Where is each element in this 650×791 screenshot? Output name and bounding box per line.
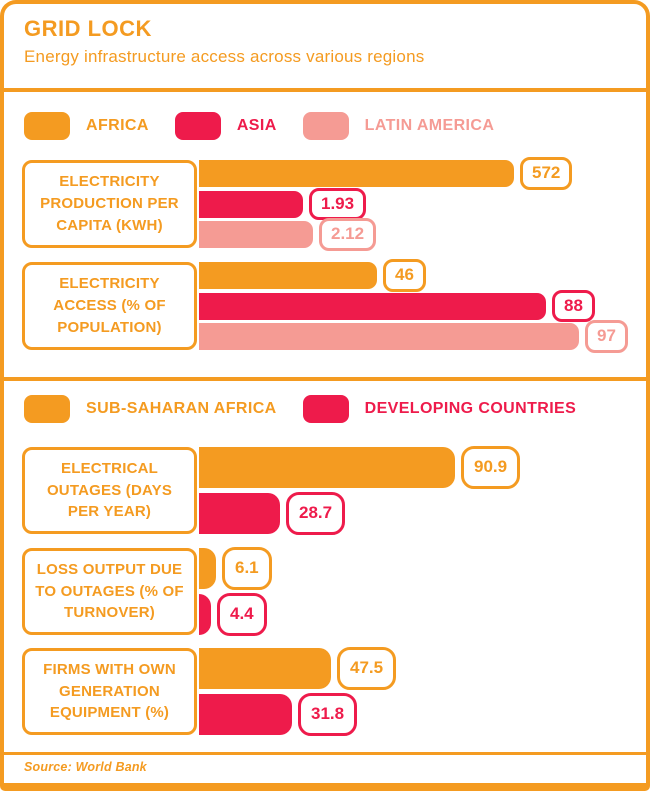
value-badge: 88: [552, 289, 595, 323]
group-own-generation: FIRMS WITH OWN GENERATION EQUIPMENT (%) …: [0, 647, 650, 736]
source-divider: [0, 752, 650, 755]
bars-electricity-access: 46 88 97: [199, 259, 628, 353]
bar-asia: [199, 292, 546, 320]
bar-row: 4.4: [199, 593, 272, 636]
legend-country-groups: SUB-SAHARAN AFRICA DEVELOPING COUNTRIES: [24, 395, 576, 423]
bar-row: 572: [199, 157, 573, 190]
page-title: GRID LOCK: [24, 16, 152, 41]
bar-row: 2.12: [199, 218, 572, 251]
legend-label-asia: ASIA: [236, 117, 277, 134]
legend-regions: AFRICA ASIA LATIN AMERICA: [24, 112, 494, 140]
bar-sub-saharan-africa: [199, 447, 455, 488]
bars-electrical-outages: 90.9 28.7: [199, 446, 521, 535]
bar-row: 90.9: [199, 446, 521, 489]
bars-own-generation: 47.5 31.8: [199, 647, 397, 736]
bar-developing-countries: [199, 493, 280, 534]
value-badge: 4.4: [217, 593, 267, 636]
category-label-electrical-outages: ELECTRICAL OUTAGES (DAYS PER YEAR): [22, 447, 197, 534]
legend-swatch-developing-countries: [302, 395, 349, 423]
legend-swatch-asia: [174, 112, 221, 140]
bar-row: 1.93: [199, 187, 572, 221]
value-badge: 46: [383, 259, 426, 292]
group-electrical-outages: ELECTRICAL OUTAGES (DAYS PER YEAR) 90.9 …: [0, 446, 650, 535]
bar-latin-america: [199, 221, 313, 248]
bar-row: 97: [199, 320, 628, 353]
bar-row: 46: [199, 259, 628, 292]
legend-item-latin-america: LATIN AMERICA: [302, 112, 495, 140]
value-badge: 1.93: [309, 187, 367, 221]
panel-divider: [0, 377, 650, 381]
value-badge: 97: [585, 320, 628, 353]
value-badge: 28.7: [286, 492, 346, 535]
bar-asia: [199, 190, 303, 218]
bar-latin-america: [199, 323, 579, 350]
category-label-electricity-production: ELECTRICITY PRODUCTION PER CAPITA (KWH): [22, 160, 197, 248]
legend-item-sub-saharan-africa: SUB-SAHARAN AFRICA: [24, 395, 277, 423]
legend-label-africa: AFRICA: [86, 117, 149, 134]
bar-row: 88: [199, 289, 628, 323]
bar-developing-countries: [199, 694, 292, 735]
legend-swatch-sub-saharan-africa: [24, 395, 70, 423]
bars-loss-output: 6.1 4.4: [199, 547, 272, 636]
legend-item-asia: ASIA: [174, 112, 277, 140]
bar-sub-saharan-africa: [199, 548, 216, 589]
bar-africa: [199, 160, 514, 187]
legend-label-latin-america: LATIN AMERICA: [364, 117, 495, 134]
bars-electricity-production: 572 1.93 2.12: [199, 157, 573, 251]
legend-swatch-latin-america: [302, 112, 349, 140]
value-badge: 31.8: [298, 693, 358, 736]
bar-row: 6.1: [199, 547, 272, 590]
value-badge: 6.1: [222, 547, 272, 590]
bar-developing-countries: [199, 594, 211, 635]
legend-item-developing-countries: DEVELOPING COUNTRIES: [302, 395, 577, 423]
legend-item-africa: AFRICA: [24, 112, 149, 140]
value-badge: 90.9: [461, 446, 521, 489]
bar-sub-saharan-africa: [199, 648, 331, 689]
group-electricity-production: ELECTRICITY PRODUCTION PER CAPITA (KWH) …: [0, 157, 650, 251]
source-note: Source: World Bank: [24, 760, 147, 774]
legend-swatch-africa: [24, 112, 70, 140]
category-label-electricity-access: ELECTRICITY ACCESS (% OF POPULATION): [22, 262, 197, 350]
category-label-loss-output: LOSS OUTPUT DUE TO OUTAGES (% OF TURNOVE…: [22, 548, 197, 635]
value-badge: 2.12: [319, 218, 377, 251]
bar-row: 28.7: [199, 492, 520, 535]
header-divider: [0, 88, 650, 92]
legend-label-developing-countries: DEVELOPING COUNTRIES: [364, 400, 577, 417]
legend-label-sub-saharan-africa: SUB-SAHARAN AFRICA: [86, 400, 277, 417]
category-label-own-generation: FIRMS WITH OWN GENERATION EQUIPMENT (%): [22, 648, 197, 735]
bar-row: 31.8: [199, 693, 396, 736]
bar-africa: [199, 262, 377, 289]
value-badge: 572: [520, 157, 573, 190]
bar-row: 47.5: [199, 647, 397, 690]
page-subtitle: Energy infrastructure access across vari…: [24, 47, 425, 66]
value-badge: 47.5: [337, 647, 397, 690]
group-electricity-access: ELECTRICITY ACCESS (% OF POPULATION) 46 …: [0, 259, 650, 353]
group-loss-output: LOSS OUTPUT DUE TO OUTAGES (% OF TURNOVE…: [0, 547, 650, 636]
